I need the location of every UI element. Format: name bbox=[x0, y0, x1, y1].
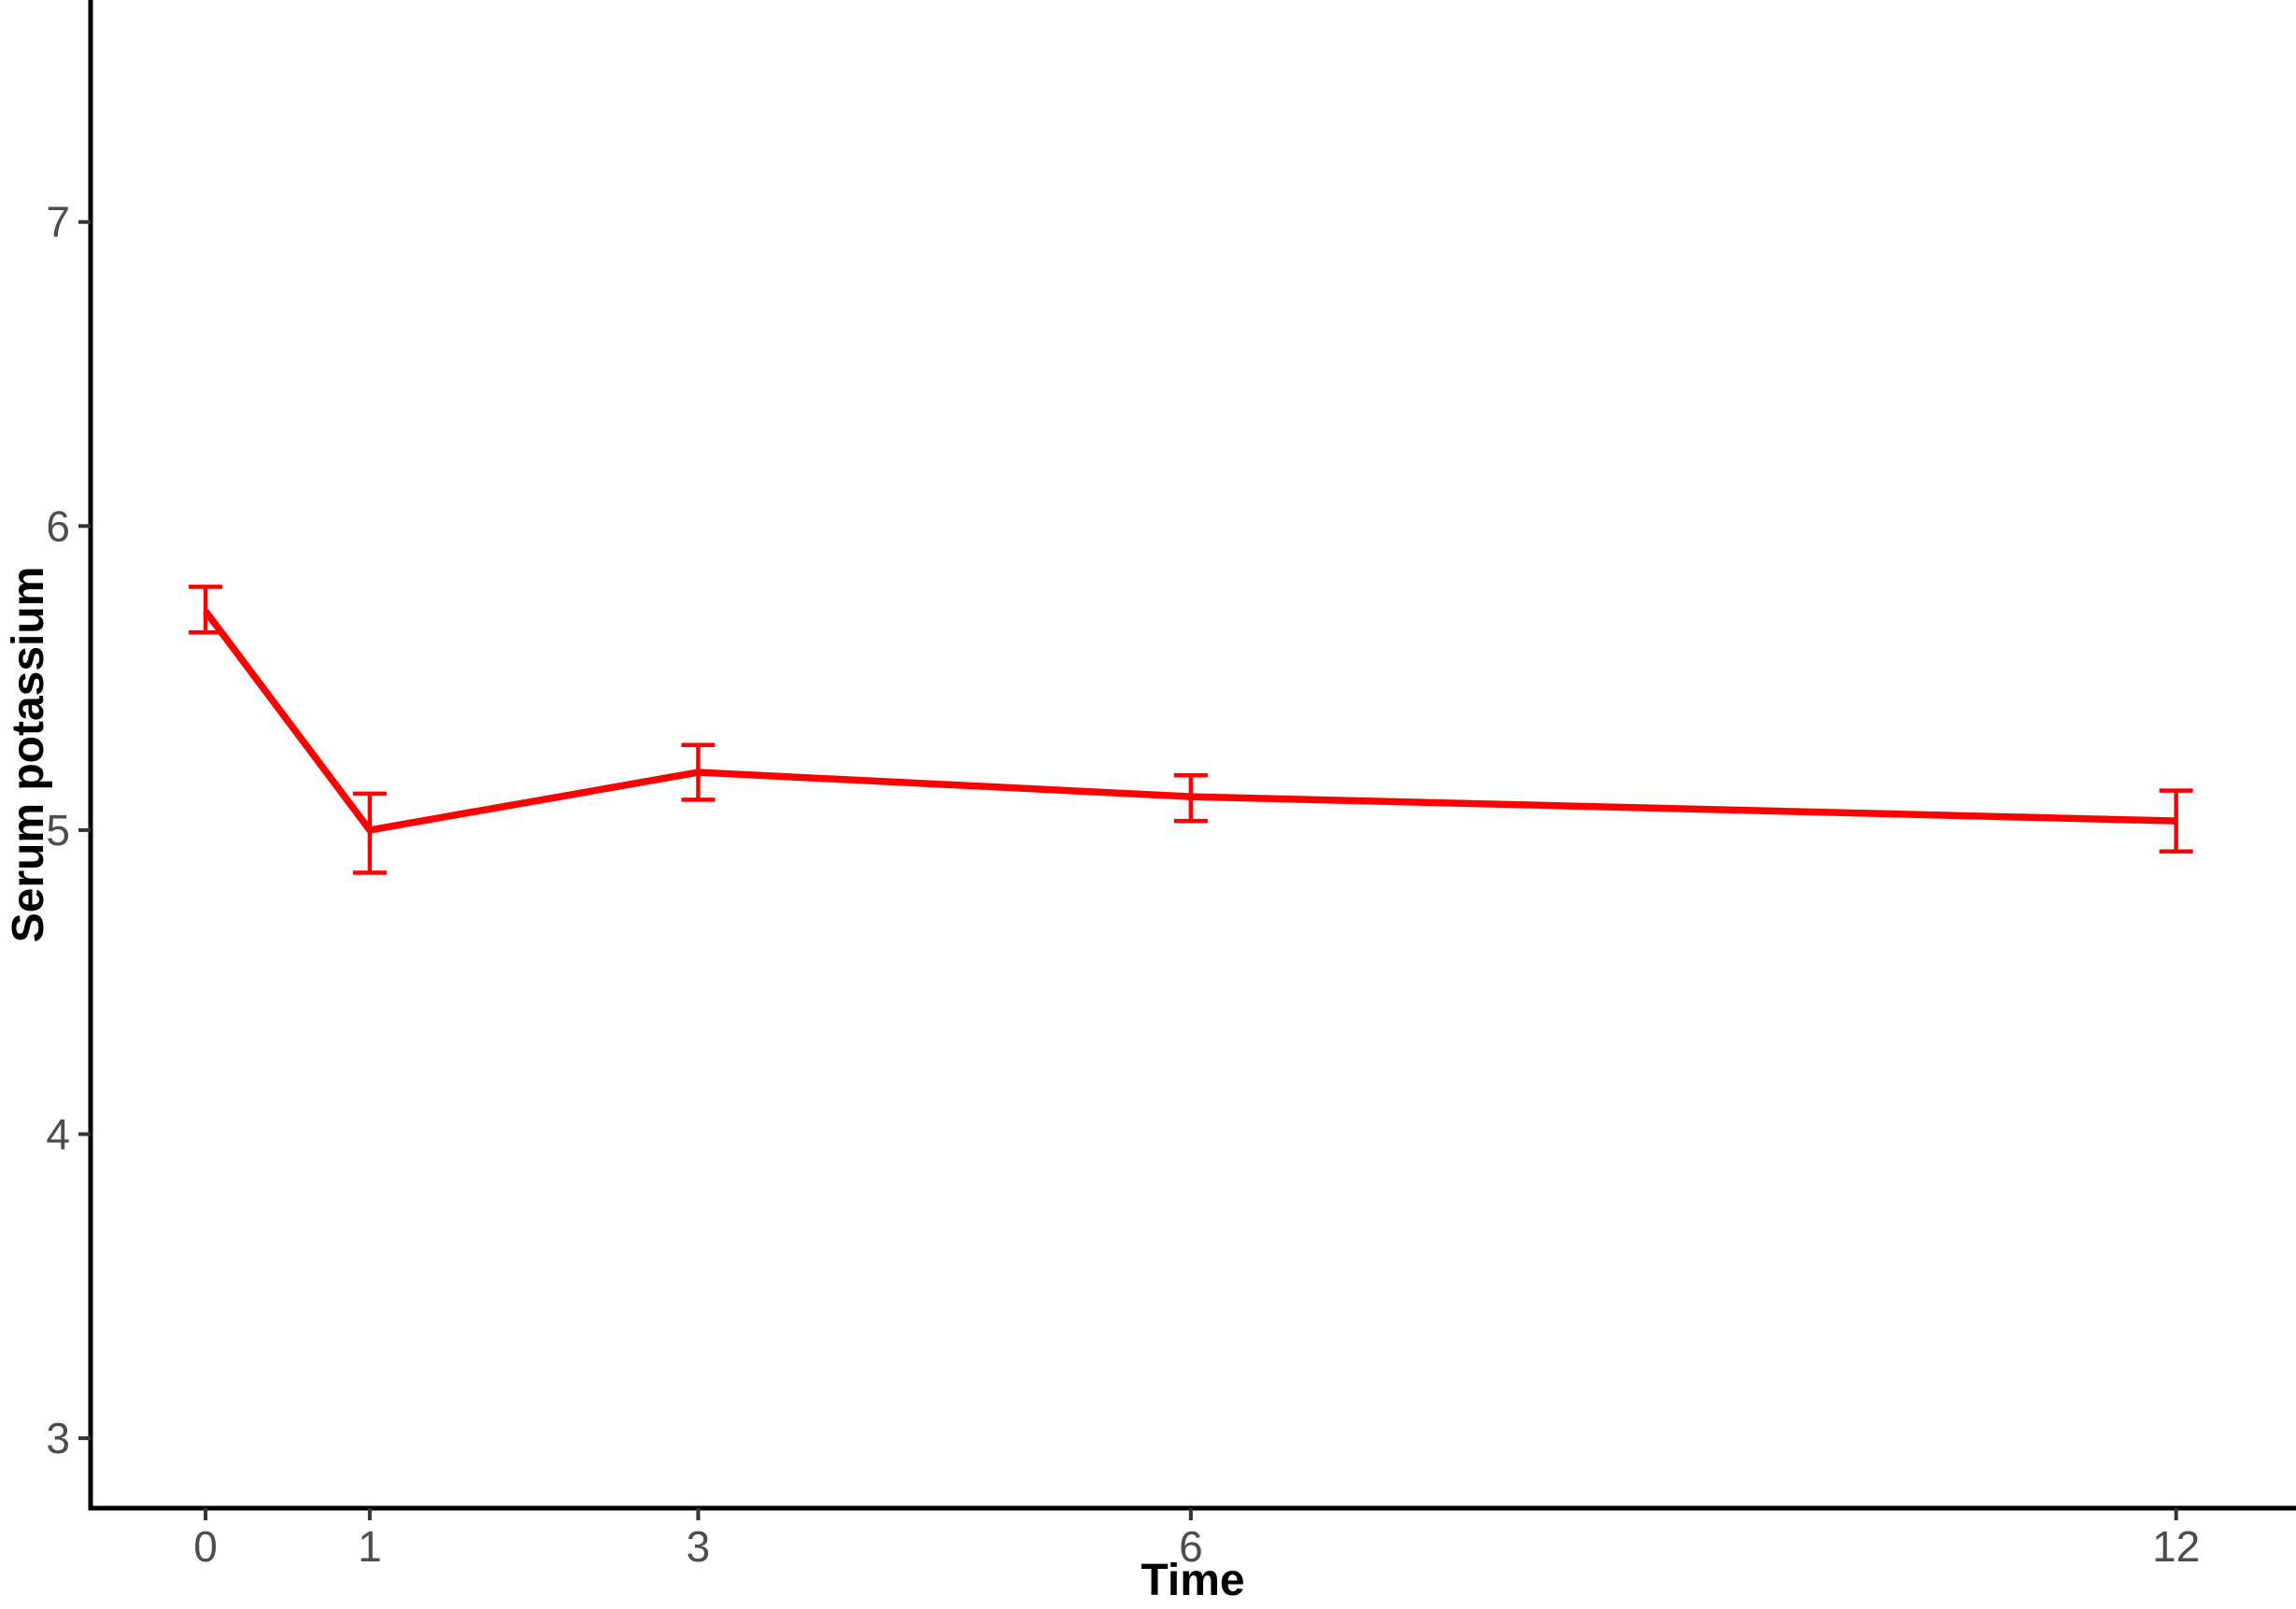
y-tick-label: 3 bbox=[46, 1414, 70, 1462]
x-axis-title: Time bbox=[1141, 1556, 1244, 1605]
trend-line bbox=[203, 609, 2176, 834]
y-tick-label: 6 bbox=[46, 501, 70, 550]
axes-layer: 3 4 5 6 7 0 1 3 6 12 bbox=[46, 0, 2296, 1571]
plot-panel bbox=[189, 585, 2193, 875]
x-tick-label: 6 bbox=[1179, 1522, 1203, 1571]
y-tick-label: 4 bbox=[46, 1110, 70, 1159]
x-tick-label: 0 bbox=[193, 1522, 218, 1571]
y-tick-label: 7 bbox=[46, 198, 70, 247]
x-tick-label: 12 bbox=[2152, 1522, 2200, 1571]
x-tick-label: 1 bbox=[358, 1522, 382, 1571]
error-bar bbox=[189, 585, 223, 635]
y-axis-title: Serum potassium bbox=[4, 567, 53, 943]
y-tick-label: 5 bbox=[46, 806, 70, 854]
x-tick-label: 3 bbox=[687, 1522, 711, 1571]
